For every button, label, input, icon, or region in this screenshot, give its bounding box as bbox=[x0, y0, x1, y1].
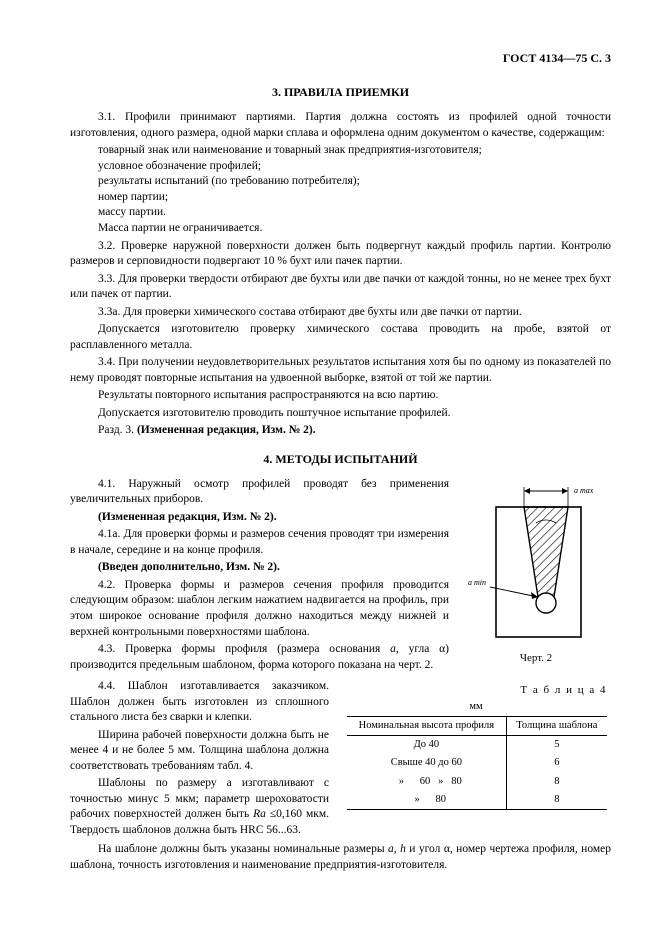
page-header: ГОСТ 4134—75 С. 3 bbox=[70, 50, 611, 66]
para-3-3a: 3.3а. Для проверки химического состава о… bbox=[70, 305, 611, 321]
para-3-4-2: Результаты повторного испытания распрост… bbox=[70, 388, 611, 404]
t4-r0c2: 5 bbox=[506, 736, 607, 755]
bullet-5: массу партии. bbox=[70, 205, 611, 221]
note-pretext: Разд. 3. bbox=[98, 424, 137, 436]
para-4-1: 4.1. Наружный осмотр профилей проводят б… bbox=[70, 477, 449, 508]
t4-r2c1: » 60 » 80 bbox=[347, 773, 506, 791]
t4-r1c1: Свыше 40 до 60 bbox=[347, 754, 506, 772]
para-4-1-note: (Измененная редакция, Изм. № 2). bbox=[70, 510, 449, 526]
table-4-unit: мм bbox=[341, 700, 611, 714]
table-row: » 60 » 80 8 bbox=[347, 773, 607, 791]
t4-head-col2: Толщина шаблона bbox=[506, 717, 607, 736]
para-4-3: 4.3. Проверка формы профиля (размера осн… bbox=[70, 642, 449, 673]
para-4-4-2: Ширина рабочей поверхности должна быть н… bbox=[70, 728, 329, 775]
fig-label-side: a min bbox=[468, 578, 486, 587]
para-4-4-3: Шаблоны по размеру а изготавливают с точ… bbox=[70, 776, 329, 838]
t4-head-col1: Номинальная высота профиля bbox=[347, 717, 506, 736]
p44-4-pre: На шаблоне должны быть указаны номинальн… bbox=[98, 843, 388, 855]
para-3-2: 3.2. Проверке наружной поверхности долже… bbox=[70, 239, 611, 270]
p43-pre: 4.3. Проверка формы профиля (размера осн… bbox=[98, 643, 390, 655]
para-3-3a-2: Допускается изготовителю проверку химиче… bbox=[70, 322, 611, 353]
para-4-2: 4.2. Проверка формы и размеров сечения п… bbox=[70, 578, 449, 640]
t4-r0c1: До 40 bbox=[347, 736, 506, 755]
p44-3-ra: Ra bbox=[253, 808, 266, 820]
para-3-3: 3.3. Для проверки твердости отбирают две… bbox=[70, 272, 611, 303]
bullet-3: результаты испытаний (по требованию потр… bbox=[70, 174, 611, 190]
section-4-title: 4. МЕТОДЫ ИСПЫТАНИЙ bbox=[70, 451, 611, 467]
table-4: Номинальная высота профиля Толщина шабло… bbox=[347, 716, 607, 810]
table-row: Свыше 40 до 60 6 bbox=[347, 754, 607, 772]
para-4-4-4: На шаблоне должны быть указаны номинальн… bbox=[70, 842, 611, 873]
para-3-note: Разд. 3. (Измененная редакция, Изм. № 2)… bbox=[70, 423, 611, 439]
table-row: До 40 5 bbox=[347, 736, 607, 755]
bullet-1: товарный знак или наименование и товарны… bbox=[70, 143, 611, 159]
para-3-4: 3.4. При получении неудовлетворительных … bbox=[70, 355, 611, 386]
figure-2-icon: a max a min bbox=[466, 477, 606, 647]
table-4-caption: Т а б л и ц а 4 bbox=[341, 683, 607, 698]
figure-2-caption: Черт. 2 bbox=[461, 651, 611, 666]
bullet-2: условное обозначение профилей; bbox=[70, 159, 611, 175]
para-4-4: 4.4. Шаблон изготавливается заказчиком. … bbox=[70, 679, 329, 726]
t4-r1c2: 6 bbox=[506, 754, 607, 772]
table-row: » 80 8 bbox=[347, 791, 607, 810]
note-bold: (Измененная редакция, Изм. № 2). bbox=[137, 424, 316, 436]
para-3-4-3: Допускается изготовителю проводить пошту… bbox=[70, 406, 611, 422]
t4-r2c2: 8 bbox=[506, 773, 607, 791]
para-4-1a-note: (Введен дополнительно, Изм. № 2). bbox=[70, 560, 449, 576]
fig-label-top: a max bbox=[574, 486, 594, 495]
t4-r3c1: » 80 bbox=[347, 791, 506, 810]
bullet-4: номер партии; bbox=[70, 190, 611, 206]
t4-r3c2: 8 bbox=[506, 791, 607, 810]
section-3-title: 3. ПРАВИЛА ПРИЕМКИ bbox=[70, 84, 611, 100]
p44-4-vars: a, h bbox=[388, 843, 406, 855]
para-4-1a: 4.1а. Для проверки формы и размеров сече… bbox=[70, 527, 449, 558]
para-3-1: 3.1. Профили принимают партиями. Партия … bbox=[70, 110, 611, 141]
para-3-1-end: Масса партии не ограничивается. bbox=[70, 221, 611, 237]
